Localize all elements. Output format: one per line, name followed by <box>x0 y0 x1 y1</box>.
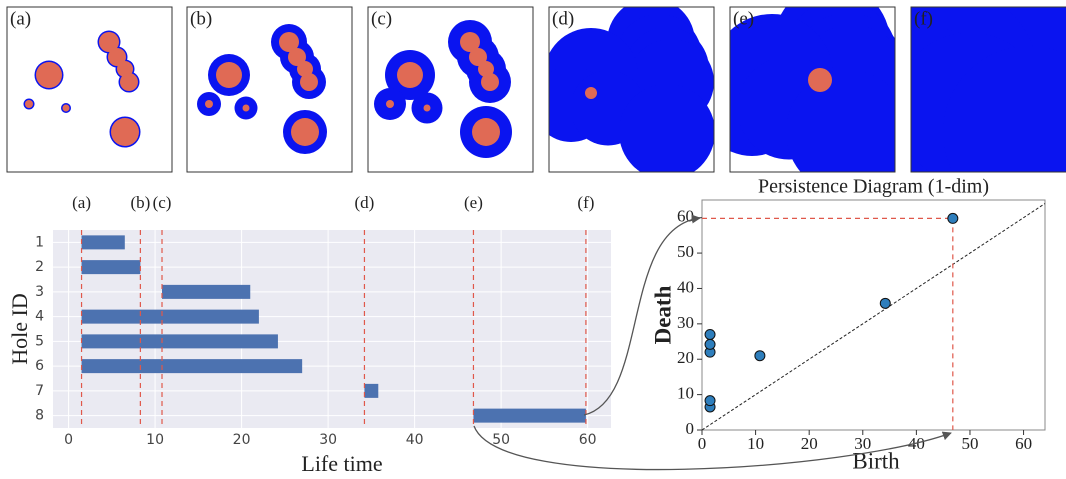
plot-background <box>53 230 611 428</box>
panel-shapes <box>374 20 512 158</box>
bar <box>473 409 585 423</box>
panel: (c) <box>368 7 533 172</box>
blob <box>472 118 500 146</box>
panel: (a) <box>7 7 172 172</box>
y-tick-label: 40 <box>677 277 694 296</box>
x-tick-label: 60 <box>1015 434 1032 453</box>
bar <box>364 384 378 398</box>
y-tick-label: 2 <box>35 259 44 275</box>
blob <box>424 105 431 112</box>
panel: (d) <box>533 0 715 180</box>
panel-shapes <box>24 31 141 148</box>
bar <box>82 260 141 274</box>
y-tick-label: 6 <box>35 358 44 374</box>
event-label: (c) <box>153 193 172 212</box>
panel-label: (a) <box>10 8 31 29</box>
blob <box>243 105 250 112</box>
x-axis-label: Birth <box>852 448 900 473</box>
panel-shapes <box>700 0 910 194</box>
event-label: (d) <box>355 193 375 212</box>
y-tick-label: 3 <box>35 284 44 300</box>
event-label: (e) <box>464 193 483 212</box>
panel-frame <box>7 7 172 172</box>
chart-title: Persistence Diagram (1-dim) <box>758 176 989 198</box>
blob <box>36 62 62 88</box>
y-tick-label: 1 <box>35 234 44 250</box>
x-tick-label: 60 <box>579 432 597 448</box>
bar <box>82 235 125 249</box>
point <box>705 329 715 339</box>
blob <box>120 73 138 91</box>
panel-frame <box>187 7 352 172</box>
panel-label: (d) <box>552 8 574 29</box>
blob <box>205 100 213 108</box>
x-tick-label: 20 <box>801 434 818 453</box>
x-tick-label: 0 <box>64 432 73 448</box>
x-tick-label: 50 <box>961 434 978 453</box>
panel: (e) <box>700 0 910 194</box>
bar <box>82 334 278 348</box>
blob <box>216 62 242 88</box>
bar <box>82 359 303 373</box>
point <box>755 351 765 361</box>
y-tick-label: 5 <box>35 333 44 349</box>
blob <box>386 100 394 108</box>
y-tick-label: 30 <box>677 313 694 332</box>
x-tick-label: 30 <box>319 432 337 448</box>
x-axis-label: Life time <box>301 451 382 476</box>
event-label: (f) <box>577 193 594 212</box>
y-tick-label: 50 <box>677 242 694 261</box>
panel-label: (b) <box>190 8 212 29</box>
x-tick-label: 0 <box>698 434 707 453</box>
figure: (a)(b)(c)(d)(e)(f) 010203040506012345678… <box>0 0 1066 479</box>
bar <box>82 310 259 324</box>
blob <box>25 100 33 108</box>
blob <box>111 118 139 146</box>
x-tick-label: 10 <box>146 432 164 448</box>
panel-label: (f) <box>914 8 933 29</box>
y-tick-label: 10 <box>677 384 694 403</box>
y-tick-label: 8 <box>35 408 44 424</box>
blob <box>63 105 70 112</box>
x-tick-label: 40 <box>406 432 424 448</box>
y-tick-label: 20 <box>677 348 694 367</box>
bar <box>162 285 250 299</box>
event-label: (b) <box>130 193 150 212</box>
hole <box>585 87 597 99</box>
point <box>948 213 958 223</box>
dilation <box>619 84 715 180</box>
point <box>705 339 715 349</box>
panel-label: (e) <box>733 8 754 29</box>
y-axis-label: Hole ID <box>7 293 32 364</box>
panel-label: (c) <box>371 8 392 29</box>
point <box>705 396 715 406</box>
y-axis-label: Death <box>650 285 675 344</box>
blob <box>481 73 499 91</box>
hole <box>808 68 832 92</box>
point <box>880 298 890 308</box>
y-tick-label: 0 <box>686 419 695 438</box>
y-tick-label: 7 <box>35 383 44 399</box>
panel-shapes <box>197 24 327 154</box>
panel: (b) <box>187 7 352 172</box>
blob <box>291 118 319 146</box>
event-label: (a) <box>72 193 91 212</box>
y-tick-label: 4 <box>35 309 44 325</box>
x-tick-label: 20 <box>233 432 251 448</box>
x-tick-label: 10 <box>747 434 764 453</box>
blob <box>397 62 423 88</box>
blob <box>300 73 318 91</box>
